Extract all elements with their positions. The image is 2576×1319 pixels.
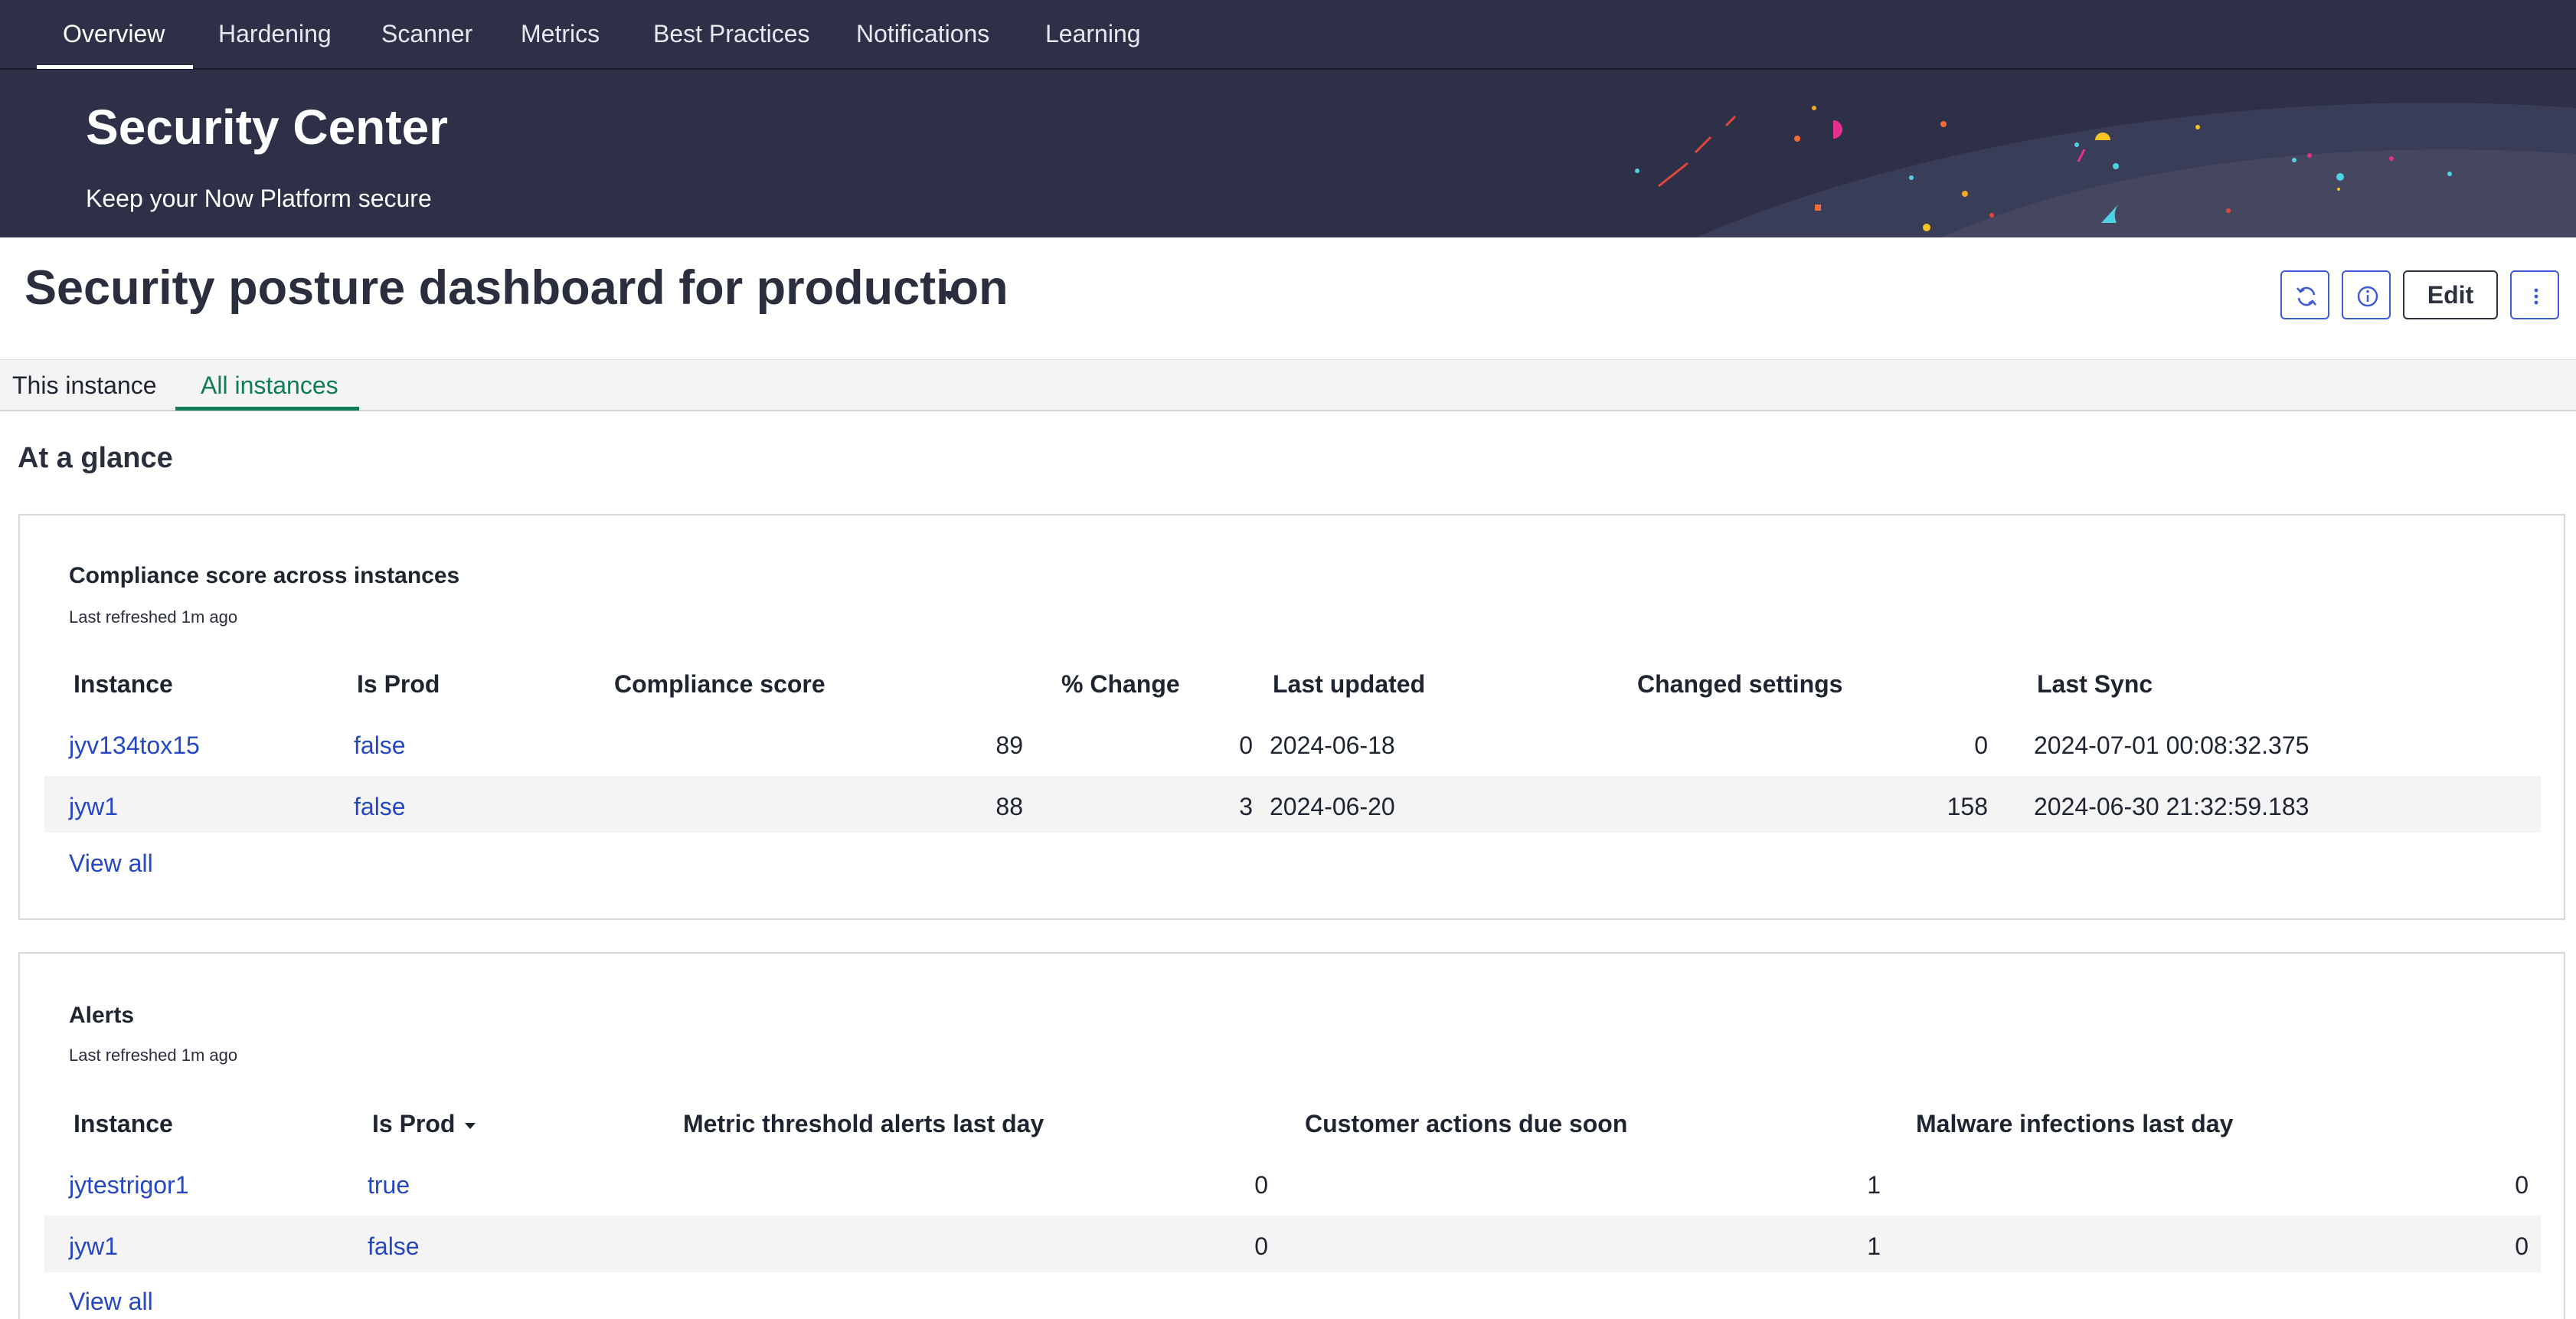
refresh-icon	[2296, 286, 2316, 306]
more-actions-button[interactable]	[2510, 270, 2559, 319]
sort-descending-icon	[465, 1122, 476, 1129]
active-instance-tab-indicator	[175, 407, 359, 411]
top-nav: Overview Hardening Scanner Metrics Best …	[0, 0, 2576, 70]
changed-settings-value: 158	[1947, 793, 1988, 820]
view-all-link[interactable]: View all	[69, 1288, 153, 1315]
last-refreshed: Last refreshed 1m ago	[69, 607, 238, 627]
column-header-label: Is Prod	[372, 1110, 456, 1137]
section-title: At a glance	[18, 442, 173, 474]
metric-alerts-value: 0	[1254, 1171, 1268, 1199]
more-vertical-icon	[2534, 288, 2538, 305]
dashboard-switcher-caret-icon[interactable]	[936, 283, 963, 306]
last-updated-value: 2024-06-20	[1270, 793, 1395, 820]
is-prod-link[interactable]: false	[354, 793, 406, 820]
instance-link[interactable]: jyw1	[69, 1232, 119, 1260]
column-header-percent-change[interactable]: % Change	[1061, 670, 1180, 698]
column-header-is-prod[interactable]: Is Prod	[372, 1110, 478, 1138]
active-tab-indicator	[37, 65, 193, 69]
info-icon	[2357, 286, 2378, 307]
table-row	[44, 776, 2541, 833]
alerts-card: Alerts Last refreshed 1m ago Instance Is…	[18, 952, 2565, 1319]
tab-overview[interactable]: Overview	[63, 20, 165, 47]
tab-this-instance[interactable]: This instance	[12, 371, 157, 399]
column-header-instance[interactable]: Instance	[74, 1110, 173, 1137]
compliance-score-value: 89	[995, 732, 1023, 759]
column-header-changed-settings[interactable]: Changed settings	[1637, 670, 1843, 698]
percent-change-value: 0	[1239, 732, 1253, 759]
column-header-malware-infections[interactable]: Malware infections last day	[1916, 1110, 2234, 1137]
column-header-is-prod[interactable]: Is Prod	[357, 670, 440, 698]
compliance-score-card: Compliance score across instances Last r…	[18, 514, 2565, 920]
dashboard-title: Security posture dashboard for productio…	[25, 261, 1008, 315]
instance-link[interactable]: jytestrigor1	[69, 1171, 189, 1199]
last-refreshed: Last refreshed 1m ago	[69, 1046, 238, 1065]
column-header-instance[interactable]: Instance	[74, 670, 173, 698]
tab-hardening[interactable]: Hardening	[218, 20, 332, 47]
malware-infections-value: 0	[2515, 1232, 2529, 1260]
view-all-link[interactable]: View all	[69, 849, 153, 877]
tab-notifications[interactable]: Notifications	[856, 20, 990, 47]
hero-title: Security Center	[86, 100, 449, 155]
percent-change-value: 3	[1239, 793, 1253, 820]
tab-scanner[interactable]: Scanner	[381, 20, 473, 47]
tab-metrics[interactable]: Metrics	[521, 20, 600, 47]
instance-link[interactable]: jyw1	[69, 793, 119, 820]
column-header-customer-actions[interactable]: Customer actions due soon	[1305, 1110, 1628, 1137]
tab-learning[interactable]: Learning	[1045, 20, 1141, 47]
card-title: Compliance score across instances	[69, 563, 460, 588]
malware-infections-value: 0	[2515, 1171, 2529, 1199]
last-updated-value: 2024-06-18	[1270, 732, 1395, 759]
column-header-last-sync[interactable]: Last Sync	[2037, 670, 2153, 698]
is-prod-link[interactable]: false	[354, 732, 406, 759]
metric-alerts-value: 0	[1254, 1232, 1268, 1260]
is-prod-link[interactable]: false	[368, 1232, 420, 1260]
column-header-last-updated[interactable]: Last updated	[1273, 670, 1426, 698]
edit-button[interactable]: Edit	[2403, 270, 2498, 319]
last-sync-value: 2024-06-30 21:32:59.183	[2034, 793, 2310, 820]
compliance-score-value: 88	[995, 793, 1023, 820]
tab-best-practices[interactable]: Best Practices	[653, 20, 810, 47]
instance-link[interactable]: jyv134tox15	[69, 732, 200, 759]
instance-tabs: This instance All instances	[0, 359, 2576, 411]
hero-subtitle: Keep your Now Platform secure	[86, 185, 432, 212]
column-header-metric-threshold-alerts[interactable]: Metric threshold alerts last day	[683, 1110, 1044, 1137]
confetti-decoration	[1635, 103, 2576, 237]
changed-settings-value: 0	[1974, 732, 1988, 759]
card-title: Alerts	[69, 1003, 135, 1028]
tab-all-instances[interactable]: All instances	[201, 371, 338, 399]
customer-actions-value: 1	[1867, 1232, 1881, 1260]
table-row	[44, 1216, 2541, 1272]
last-sync-value: 2024-07-01 00:08:32.375	[2034, 732, 2310, 759]
is-prod-link[interactable]: true	[368, 1171, 410, 1199]
hero-banner: Security Center Keep your Now Platform s…	[0, 70, 2576, 237]
column-header-compliance-score[interactable]: Compliance score	[614, 670, 825, 698]
customer-actions-value: 1	[1867, 1171, 1881, 1199]
info-button[interactable]	[2342, 270, 2391, 319]
refresh-button[interactable]	[2280, 270, 2329, 319]
